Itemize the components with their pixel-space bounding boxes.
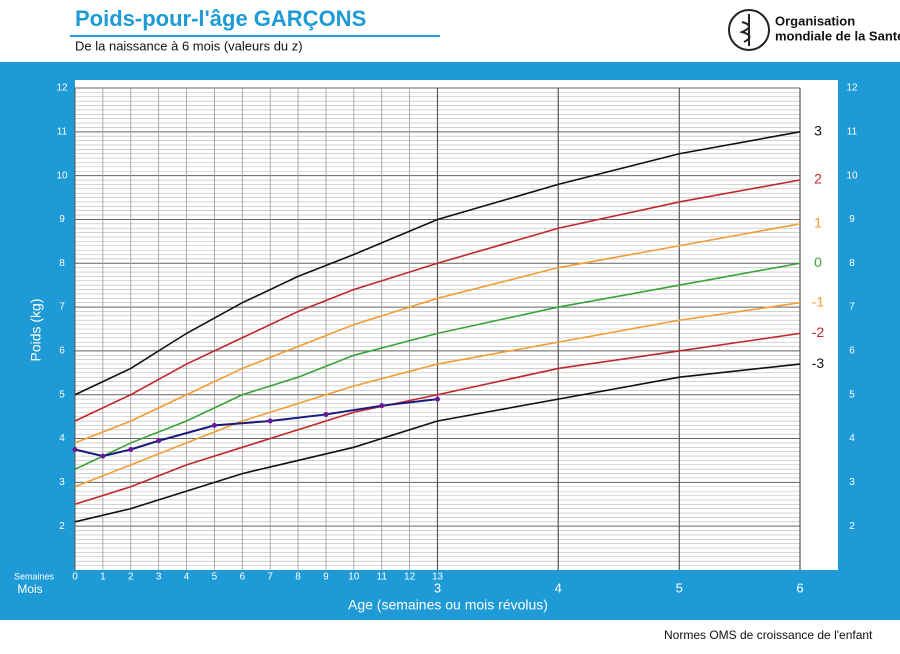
- subtitle: De la naissance à 6 mois (valeurs du z): [75, 38, 303, 53]
- who-logo-staff: [739, 14, 751, 46]
- y-tick-label-right: 4: [849, 433, 855, 444]
- z-curve: [74, 131, 801, 396]
- y-tick-label-right: 6: [849, 346, 855, 357]
- who-logo: [728, 9, 770, 51]
- y-tick-label-right: 10: [846, 170, 858, 181]
- week-tick-label: 12: [404, 572, 416, 583]
- y-tick-label: 7: [59, 302, 65, 313]
- y-tick-label: 4: [59, 433, 65, 444]
- org-name: Organisation: [775, 13, 855, 28]
- z-curve: [74, 332, 801, 506]
- z-curve: [74, 179, 801, 422]
- week-tick-label: 1: [100, 572, 106, 583]
- week-tick-label: 6: [240, 572, 246, 583]
- y-tick-label: 11: [57, 126, 68, 137]
- month-tick-label: 4: [555, 580, 562, 595]
- title: Poids-pour-l'âge GARÇONS: [75, 6, 366, 31]
- curve-label: -1: [812, 293, 825, 309]
- curve-label: -3: [812, 355, 825, 371]
- child-point: [323, 411, 329, 417]
- child-point: [72, 447, 78, 452]
- curve-label: 2: [814, 171, 822, 187]
- child-point: [128, 447, 134, 452]
- month-tick-label: 6: [796, 580, 803, 595]
- weeks-row-label: Semaines: [14, 571, 55, 581]
- month-tick-label: 5: [676, 580, 683, 595]
- child-point: [267, 418, 273, 424]
- z-curve: [74, 363, 801, 523]
- org-name: mondiale de la Santé: [775, 28, 900, 43]
- x-axis-label: Age (semaines ou mois révolus): [348, 597, 548, 613]
- y-tick-label: 9: [59, 214, 65, 225]
- y-tick-label: 12: [56, 83, 68, 94]
- y-tick-label-right: 12: [846, 83, 858, 94]
- y-tick-label: 6: [59, 346, 65, 357]
- week-tick-label: 3: [156, 572, 162, 583]
- week-tick-label: 2: [128, 572, 134, 583]
- z-curve: [74, 262, 801, 470]
- y-tick-label-right: 5: [849, 389, 855, 400]
- child-point: [379, 403, 385, 409]
- week-tick-label: 4: [184, 572, 190, 583]
- week-tick-label: 9: [323, 572, 329, 583]
- curve-label: 0: [814, 254, 822, 270]
- week-tick-label: 13: [432, 572, 444, 583]
- week-tick-label: 8: [295, 572, 301, 583]
- week-tick-label: 7: [267, 572, 273, 583]
- y-tick-label-right: 7: [849, 302, 855, 313]
- y-tick-label-right: 3: [849, 477, 855, 488]
- y-tick-label-right: 8: [849, 258, 855, 269]
- y-tick-label: 3: [59, 477, 65, 488]
- y-tick-label: 5: [59, 389, 65, 400]
- z-curve: [74, 301, 801, 488]
- y-tick-label-right: 11: [847, 126, 858, 137]
- z-curve: [74, 223, 801, 444]
- curve-label: 1: [814, 215, 822, 231]
- child-point: [435, 396, 440, 402]
- y-axis-label: Poids (kg): [28, 298, 44, 361]
- curve-label: -2: [812, 324, 825, 340]
- y-tick-label: 8: [59, 258, 65, 269]
- child-point: [156, 438, 162, 444]
- child-point: [211, 422, 217, 428]
- y-tick-label-right: 9: [849, 214, 855, 225]
- y-tick-label-right: 2: [849, 521, 855, 532]
- week-tick-label: 5: [212, 572, 218, 583]
- week-tick-label: 10: [348, 572, 360, 583]
- months-row-label: Mois: [17, 582, 42, 596]
- y-tick-label: 2: [59, 521, 65, 532]
- curve-label: 3: [814, 123, 822, 139]
- month-tick-label: 3: [434, 580, 441, 595]
- child-point: [100, 453, 106, 459]
- y-tick-label: 10: [56, 170, 68, 181]
- week-tick-label: 11: [377, 572, 388, 583]
- week-tick-label: 0: [72, 572, 78, 583]
- footer: Normes OMS de croissance de l'enfant: [664, 628, 873, 642]
